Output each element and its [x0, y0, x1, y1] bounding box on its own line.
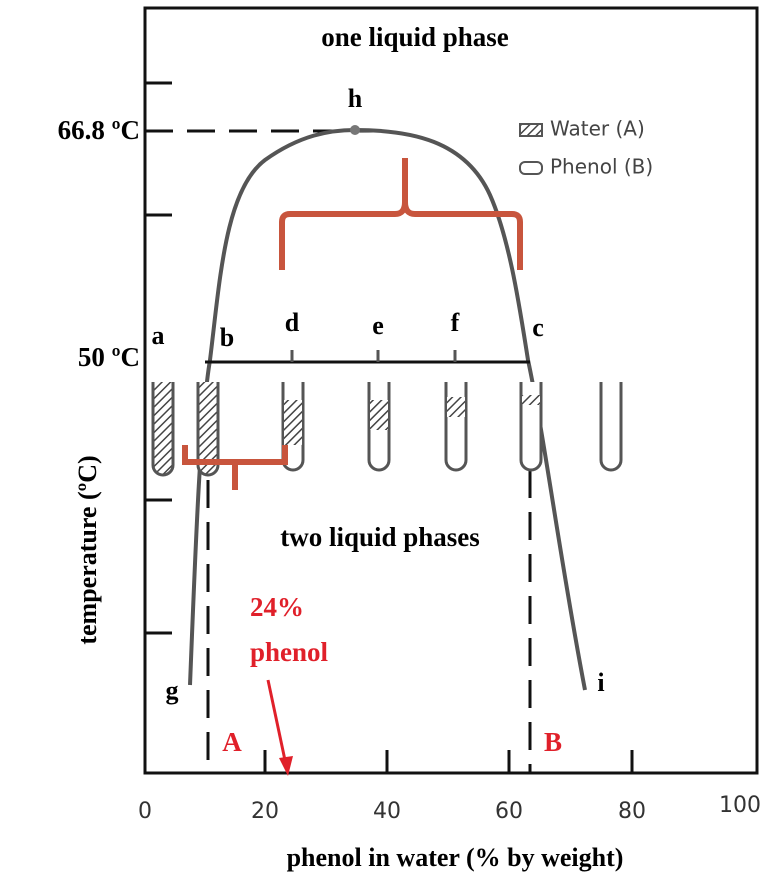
big-bracket: [279, 158, 523, 270]
x-tick-label: 80: [618, 799, 646, 824]
plot-frame: [143, 6, 759, 775]
arrow: [266, 679, 288, 766]
legend-label: Water (A): [550, 117, 645, 141]
x-tick-label: 60: [495, 799, 523, 824]
annotation: phenol: [250, 637, 329, 667]
point-label: d: [285, 308, 300, 337]
point-label: i: [597, 668, 604, 697]
point-label: h: [348, 84, 363, 113]
region-label: one liquid phase: [321, 22, 509, 52]
y-axis-label: temperature (ºC): [73, 455, 102, 644]
point-label: c: [532, 313, 544, 342]
temperature-mark: 66.8 ºC: [58, 115, 140, 145]
x-tick-label: 0: [138, 799, 152, 824]
legend-label: Phenol (B): [550, 155, 653, 179]
point-label: b: [220, 323, 234, 352]
point-label: e: [372, 311, 384, 340]
point-label: g: [166, 676, 179, 705]
legend-water-icon: [519, 123, 543, 137]
point-label: f: [451, 308, 460, 337]
x-tick-label: 100: [719, 793, 761, 818]
y-ticks: [145, 81, 634, 773]
critical-point: [350, 125, 360, 135]
annotation: 24%: [250, 592, 304, 622]
legend-phenol-icon: [519, 161, 543, 175]
x-tick-label: 40: [373, 799, 401, 824]
phase-marker: B: [544, 727, 562, 757]
phase-marker: A: [222, 727, 242, 757]
tie-ticks: [290, 350, 457, 362]
point-label: a: [152, 321, 165, 350]
small-bracket: [182, 445, 288, 490]
temperature-mark: 50 ºC: [78, 342, 140, 372]
arrow-head: [279, 756, 293, 776]
x-axis-label: phenol in water (% by weight): [287, 843, 624, 872]
region-label: two liquid phases: [280, 522, 480, 552]
x-tick-label: 20: [251, 799, 279, 824]
